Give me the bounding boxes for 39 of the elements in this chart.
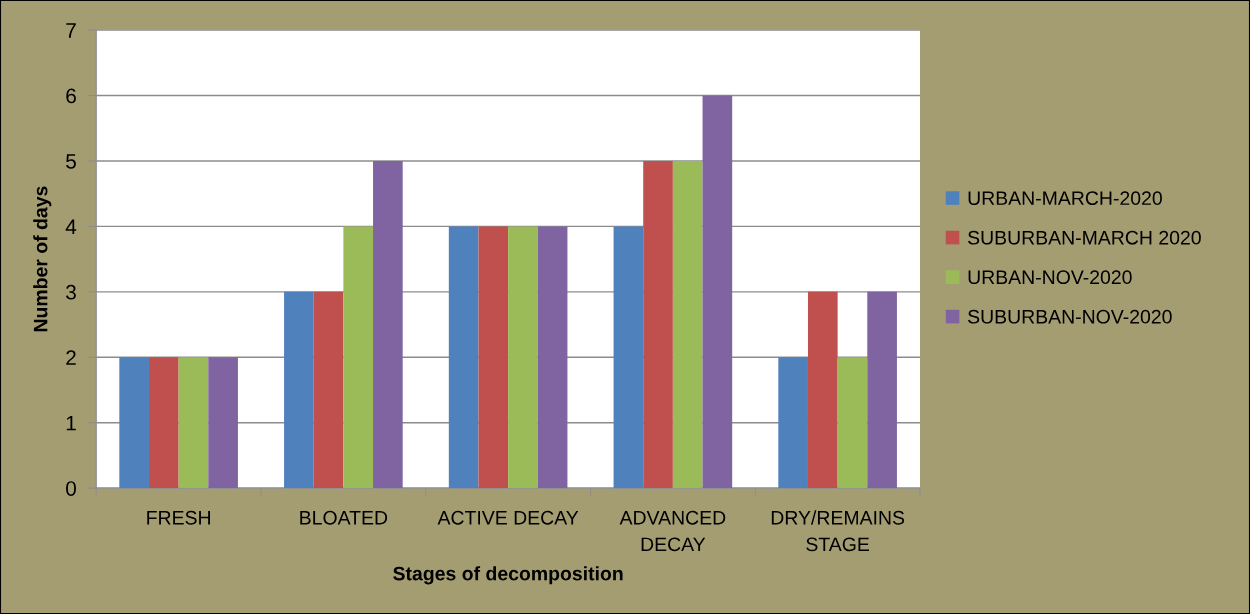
y-tick-label: 0 (66, 481, 76, 496)
bar (284, 291, 314, 489)
y-tick-label: 4 (65, 219, 77, 234)
bar (672, 160, 703, 489)
x-tick-label: DRY/REMAINS STAGE (771, 510, 905, 552)
bar (178, 357, 209, 489)
x-tick-label: ACTIVE DECAY (437, 510, 579, 525)
bar (613, 226, 644, 489)
bar (537, 226, 568, 489)
x-tick-label: FRESH (147, 510, 210, 525)
x-tick-label: ADVANCED DECAY (619, 510, 726, 552)
bar (373, 160, 403, 489)
bar (778, 357, 808, 489)
bar (508, 226, 538, 489)
bar (448, 226, 479, 489)
x-axis-title: Stages of decomposition (393, 566, 623, 585)
bar (837, 357, 868, 489)
bar (807, 291, 838, 489)
legend-label: URBAN-MARCH-2020 (968, 191, 1162, 206)
y-tick-label: 1 (66, 415, 76, 431)
bar (643, 160, 673, 489)
y-tick-label: 3 (66, 284, 76, 300)
bar (702, 95, 733, 489)
y-tick-label: 2 (66, 350, 76, 365)
legend-label: SUBURBAN-NOV-2020 (968, 309, 1172, 324)
bar (208, 357, 238, 489)
y-tick-label: 6 (66, 88, 76, 104)
legend-label: SUBURBAN-MARCH 2020 (968, 230, 1201, 245)
bar (867, 291, 897, 489)
y-tick-label: 7 (66, 23, 76, 38)
bar (478, 226, 509, 489)
bar (313, 291, 344, 489)
bar (148, 357, 179, 489)
bar (343, 226, 374, 489)
x-tick-label: BLOATED (300, 510, 388, 525)
bar (119, 357, 149, 489)
legend-label: URBAN-NOV-2020 (968, 270, 1132, 285)
y-axis-title: Number of days (33, 186, 52, 332)
y-tick-label: 5 (66, 154, 76, 169)
